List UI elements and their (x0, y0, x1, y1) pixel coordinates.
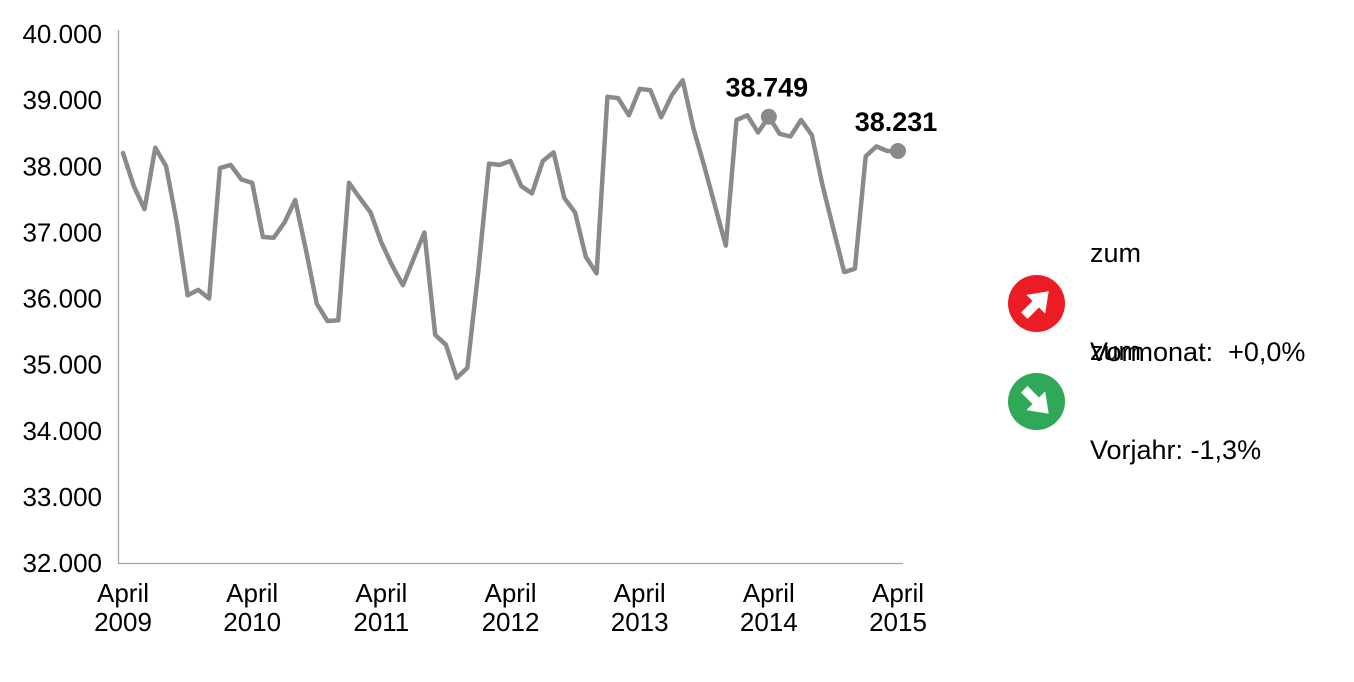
x-axis-label: April 2014 (740, 578, 798, 637)
legend-line-1: zum (1090, 336, 1142, 366)
y-axis-label: 36.000 (22, 284, 102, 314)
y-axis-label: 37.000 (22, 217, 102, 247)
x-axis-label: April 2015 (869, 578, 927, 637)
y-axis-label: 40.000 (22, 19, 102, 49)
data-point-label: 38.749 (726, 73, 809, 103)
y-axis-label: 35.000 (22, 350, 102, 380)
legend-item-vormonat: zum Vormonat: +0,0% (1008, 171, 1305, 435)
legend-text-vormonat: zum Vormonat: +0,0% (1090, 171, 1305, 435)
arrow-up-right-circle-icon (1008, 274, 1065, 332)
y-axis-label: 34.000 (22, 416, 102, 446)
x-axis-label: April 2013 (611, 578, 669, 637)
legend-line-2: Vorjahr: -1,3% (1090, 435, 1262, 465)
y-axis-label: 39.000 (22, 85, 102, 115)
arrow-down-right-circle-icon (1008, 372, 1065, 430)
y-axis-label: 33.000 (22, 482, 102, 512)
legend-text-vorjahr: zum Vorjahr: -1,3% (1090, 269, 1261, 533)
arrow-head (1026, 290, 1049, 314)
legend-line-2: Vormonat: +0,0% (1090, 337, 1306, 367)
line-chart: 40.000 39.000 38.000 37.000 36.000 35.000 34.0… (22, 19, 938, 637)
y-axis-label: 38.000 (22, 151, 102, 181)
arrow-shaft (1021, 385, 1041, 405)
data-line (120, 78, 901, 381)
x-axis-label: April 2010 (223, 578, 281, 637)
legend-item-vorjahr: zum Vorjahr: -1,3% (1008, 269, 1261, 533)
arrow-shaft (1021, 299, 1041, 319)
x-axis-label: April 2012 (482, 578, 540, 637)
y-axis-label: 32.000 (22, 548, 102, 578)
x-axis-label: April 2009 (94, 578, 152, 637)
x-axis-label: April 2011 (353, 578, 409, 637)
data-point-marker (890, 142, 906, 159)
arrow-head (1026, 390, 1049, 414)
data-point-marker (760, 108, 777, 125)
data-point-label: 38.231 (855, 107, 938, 137)
legend-line-1: zum (1090, 238, 1142, 268)
